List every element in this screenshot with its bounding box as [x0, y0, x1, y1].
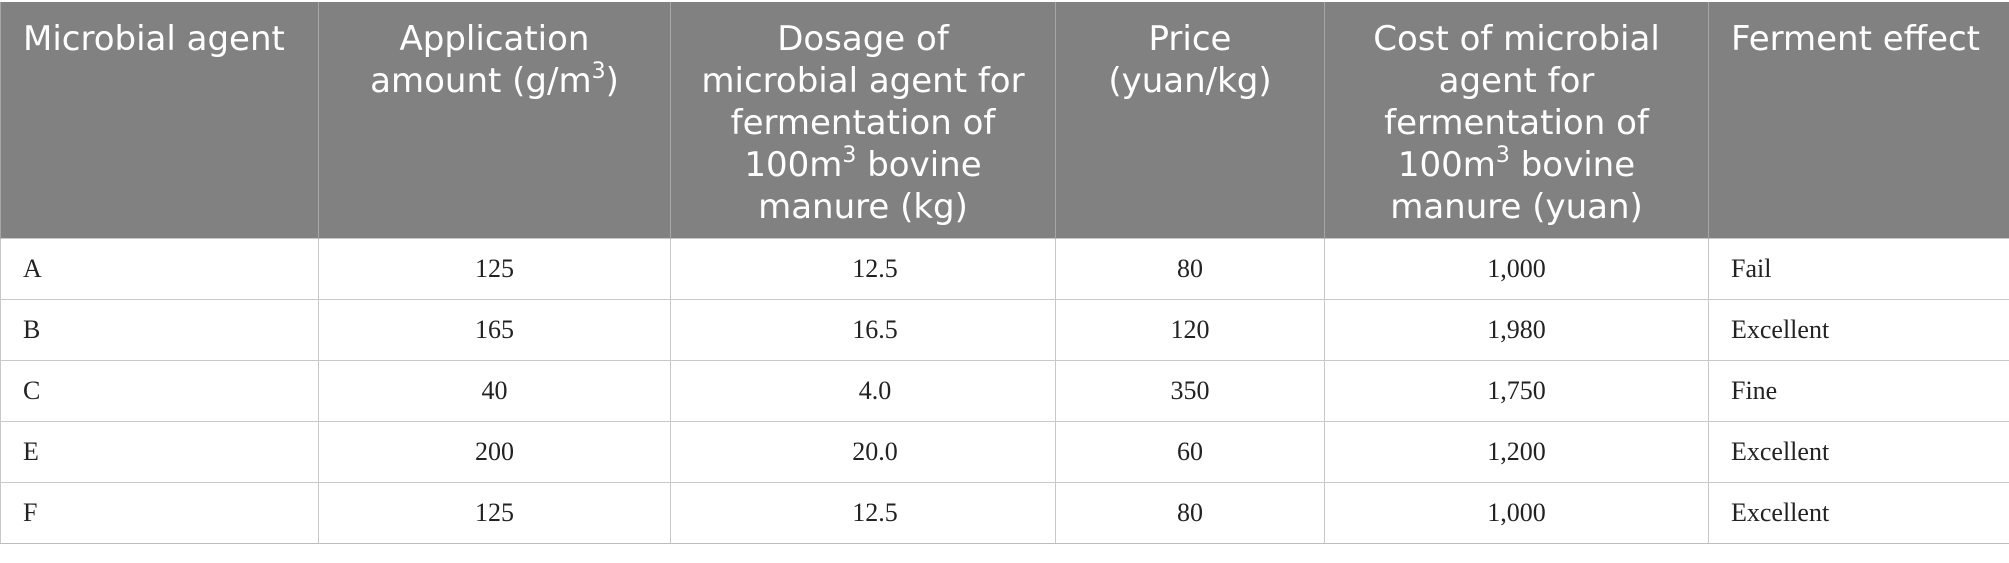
- cell-dosage: 12.5: [670, 482, 1056, 544]
- cell-price: 80: [1055, 482, 1325, 544]
- cell-price: 60: [1055, 421, 1325, 483]
- cell-price: 80: [1055, 238, 1325, 300]
- table-row: C 40 4.0 350 1,750 Fine: [0, 360, 2009, 422]
- cell-dosage: 12.5: [670, 238, 1056, 300]
- header-line: fermentation of: [1384, 103, 1649, 143]
- header-cost: Cost of microbial agent for fermentation…: [1324, 2, 1709, 239]
- header-line: 100m3 bovine: [1397, 142, 1636, 185]
- cell-ferment-effect: Excellent: [1708, 482, 2009, 544]
- superscript-cube: 3: [1495, 142, 1510, 168]
- header-ferment-effect: Ferment effect: [1708, 2, 2009, 239]
- cell-dosage: 16.5: [670, 299, 1056, 361]
- cell-cost: 1,980: [1324, 299, 1709, 361]
- cell-ferment-effect: Excellent: [1708, 299, 2009, 361]
- cell-dosage: 20.0: [670, 421, 1056, 483]
- table-header: Microbial agent Application amount (g/m3…: [0, 2, 2009, 239]
- cell-cost: 1,750: [1324, 360, 1709, 422]
- header-line: Application: [399, 19, 590, 59]
- cell-cost: 1,000: [1324, 238, 1709, 300]
- cell-agent: C: [0, 360, 319, 422]
- header-line: manure (kg): [758, 187, 968, 227]
- header-row: Microbial agent Application amount (g/m3…: [0, 2, 2009, 239]
- header-line: microbial agent for: [701, 61, 1025, 101]
- cell-agent: A: [0, 238, 319, 300]
- header-line: Dosage of: [777, 19, 949, 59]
- superscript-cube: 3: [591, 58, 606, 84]
- cell-price: 120: [1055, 299, 1325, 361]
- header-dosage: Dosage of microbial agent for fermentati…: [670, 2, 1056, 239]
- microbial-agent-table: Microbial agent Application amount (g/m3…: [0, 2, 2009, 544]
- cell-application-amount: 165: [318, 299, 671, 361]
- cell-price: 350: [1055, 360, 1325, 422]
- header-line: Price: [1148, 19, 1232, 59]
- cell-application-amount: 200: [318, 421, 671, 483]
- header-line: amount (g/m3): [370, 58, 619, 101]
- header-application-amount: Application amount (g/m3): [318, 2, 671, 239]
- header-line: agent for: [1438, 61, 1595, 101]
- table-row: F 125 12.5 80 1,000 Excellent: [0, 482, 2009, 544]
- header-price: Price (yuan/kg): [1055, 2, 1325, 239]
- cell-agent: B: [0, 299, 319, 361]
- header-microbial-agent: Microbial agent: [0, 2, 319, 239]
- header-line: (yuan/kg): [1108, 61, 1272, 101]
- header-line: Ferment effect: [1731, 19, 1981, 59]
- cell-ferment-effect: Excellent: [1708, 421, 2009, 483]
- cell-cost: 1,000: [1324, 482, 1709, 544]
- cell-application-amount: 125: [318, 482, 671, 544]
- table-row: B 165 16.5 120 1,980 Excellent: [0, 299, 2009, 361]
- cell-dosage: 4.0: [670, 360, 1056, 422]
- header-line: fermentation of: [730, 103, 996, 143]
- header-line: Cost of microbial: [1373, 19, 1660, 59]
- cell-application-amount: 40: [318, 360, 671, 422]
- cell-application-amount: 125: [318, 238, 671, 300]
- header-line: manure (yuan): [1390, 187, 1643, 227]
- superscript-cube: 3: [842, 142, 857, 168]
- cell-agent: F: [0, 482, 319, 544]
- header-line: 100m3 bovine: [744, 142, 982, 185]
- data-table-container: Microbial agent Application amount (g/m3…: [0, 2, 2009, 544]
- cell-ferment-effect: Fine: [1708, 360, 2009, 422]
- table-row: A 125 12.5 80 1,000 Fail: [0, 238, 2009, 300]
- table-row: E 200 20.0 60 1,200 Excellent: [0, 421, 2009, 483]
- cell-agent: E: [0, 421, 319, 483]
- table-body: A 125 12.5 80 1,000 Fail B 165 16.5 120 …: [0, 238, 2009, 544]
- cell-cost: 1,200: [1324, 421, 1709, 483]
- header-line: Microbial agent: [23, 19, 285, 59]
- cell-ferment-effect: Fail: [1708, 238, 2009, 300]
